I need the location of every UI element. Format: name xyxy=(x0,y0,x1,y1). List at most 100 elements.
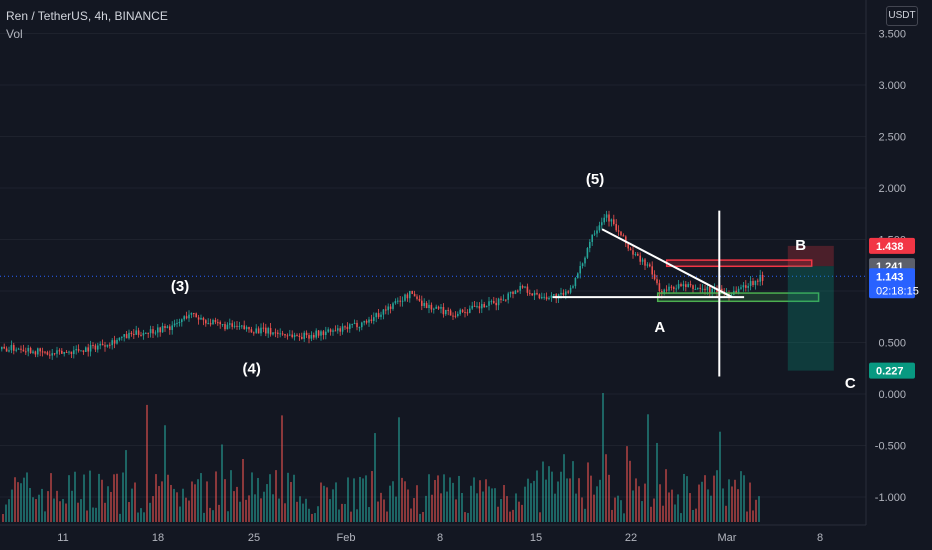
candle-body xyxy=(632,250,634,255)
volume-bar xyxy=(362,478,364,522)
candle-body xyxy=(370,319,373,321)
volume-bar xyxy=(197,479,199,522)
candle-body xyxy=(41,351,44,353)
candle-body xyxy=(365,320,368,323)
volume-bar xyxy=(200,473,202,522)
candle-body xyxy=(29,347,32,354)
candle-body xyxy=(507,293,509,300)
candle-body xyxy=(569,287,572,293)
volume-bar xyxy=(467,512,469,522)
candle-body xyxy=(37,348,39,355)
volume-bar xyxy=(434,480,436,522)
candle-body xyxy=(464,311,466,313)
volume-bar xyxy=(35,499,37,522)
candle-body xyxy=(236,325,238,327)
candle-body xyxy=(128,332,130,339)
stop-loss-box xyxy=(787,245,834,267)
volume-bar xyxy=(353,478,355,522)
candle-body xyxy=(627,243,629,249)
candle-body xyxy=(637,253,639,256)
candle-body xyxy=(193,312,195,314)
volume-bar xyxy=(449,477,451,522)
candle-body xyxy=(577,273,579,278)
candle-body xyxy=(279,333,281,335)
candle-body xyxy=(565,291,567,295)
volume-bar xyxy=(734,479,736,522)
candle-body xyxy=(250,329,253,333)
candle-body xyxy=(147,332,149,334)
volume-bar xyxy=(584,508,586,522)
volume-bar xyxy=(2,513,4,522)
candle-body xyxy=(445,309,447,315)
candle-body xyxy=(505,299,507,301)
candle-body xyxy=(334,330,337,332)
candle-body xyxy=(581,263,584,267)
candle-body xyxy=(106,344,109,347)
candle-body xyxy=(298,335,301,337)
volume-bar xyxy=(425,495,427,522)
candle-body xyxy=(392,303,394,309)
volume-bar xyxy=(17,482,19,522)
volume-bar xyxy=(77,502,79,522)
candle-body xyxy=(358,327,361,329)
candle-body xyxy=(759,274,761,282)
candle-body xyxy=(449,310,452,316)
volume-bar xyxy=(503,485,505,522)
volume-bar xyxy=(338,509,340,522)
candle-body xyxy=(5,348,8,352)
candle-body xyxy=(421,300,423,306)
volume-bar xyxy=(257,477,259,522)
time-tick-label: Mar xyxy=(718,532,737,544)
volume-bar xyxy=(668,492,670,522)
volume-bar xyxy=(185,497,187,522)
volume-bar xyxy=(671,489,673,522)
candle-body xyxy=(329,329,332,332)
candle-body xyxy=(58,350,61,352)
volume-bar xyxy=(617,495,619,522)
volume-bar xyxy=(473,477,475,522)
candle-body xyxy=(315,330,317,338)
candle-body xyxy=(397,300,399,302)
candle-body xyxy=(277,332,279,334)
candle-body xyxy=(349,324,351,329)
candle-body xyxy=(670,286,673,288)
candle-body xyxy=(82,350,85,352)
currency-button[interactable]: USDT xyxy=(886,6,918,26)
volume-bar xyxy=(755,499,757,522)
candle-body xyxy=(497,298,500,306)
volume-bar xyxy=(404,481,406,522)
price-label-0: 1.438 xyxy=(876,241,904,253)
candle-body xyxy=(500,298,502,300)
volume-bar xyxy=(107,486,109,522)
wave-label-4: B xyxy=(795,237,806,254)
volume-bar xyxy=(284,503,286,522)
candle-body xyxy=(665,289,668,291)
volume-bar xyxy=(752,510,754,522)
candle-body xyxy=(428,304,430,309)
volume-bar xyxy=(149,502,151,522)
candle-body xyxy=(274,332,277,334)
volume-bar xyxy=(680,513,682,522)
candle-body xyxy=(142,333,145,336)
volume-bar xyxy=(587,462,589,522)
descending-trendline xyxy=(601,228,733,299)
candle-body xyxy=(747,285,749,288)
candle-body xyxy=(541,296,543,299)
volume-bar xyxy=(350,511,352,522)
volume-bar xyxy=(251,472,253,522)
candle-body xyxy=(97,345,99,350)
candle-body xyxy=(373,317,375,321)
volume-bar xyxy=(527,478,529,522)
volume-bar xyxy=(167,474,169,522)
volume-bar xyxy=(50,473,52,522)
candle-body xyxy=(337,328,339,331)
candle-body xyxy=(325,331,327,336)
volume-bar xyxy=(299,496,301,522)
candle-body xyxy=(262,327,265,329)
volume-bar xyxy=(539,512,541,522)
volume-bar xyxy=(545,479,547,522)
candle-body xyxy=(493,301,495,303)
volume-bar xyxy=(335,482,337,522)
candle-body xyxy=(553,294,555,296)
